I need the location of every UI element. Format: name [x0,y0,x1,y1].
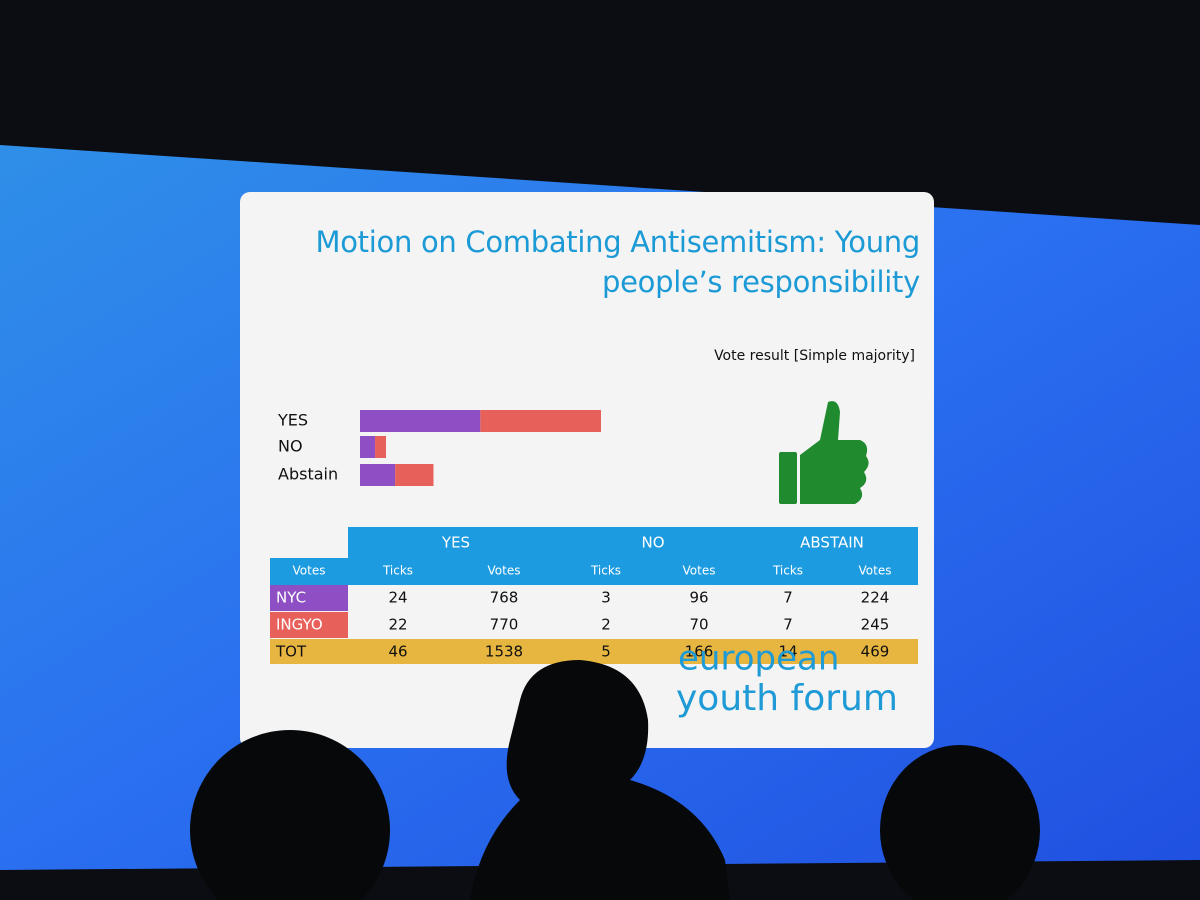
sub-header: Votes [683,564,716,578]
vote-table: Votes YES NO ABSTAIN Ticks Votes Ticks Votes Tic… [270,527,918,664]
category-label: NO [278,437,303,456]
sub-header: Ticks [590,564,621,578]
votes-cell: 245 [861,616,890,634]
group-header: NO [641,534,664,552]
group-header: ABSTAIN [800,534,864,552]
bar-segment [360,410,481,432]
votes-cell: 770 [490,616,519,634]
bar-segment [360,436,376,458]
vote-chart: YES NO Abstain [277,410,601,486]
slide-title: Motion on Combating Antisemitism: Young … [315,225,921,299]
sub-header: Ticks [772,564,803,578]
row-label-cell [270,612,348,638]
total-cell: 1538 [485,643,523,661]
votes-cell: 224 [861,589,890,607]
ticks-cell: 7 [783,589,793,607]
slide [240,192,934,748]
audience-silhouettes [190,660,1040,900]
corner-label: Votes [293,564,326,578]
group-header: YES [441,534,470,552]
category-label: Abstain [278,465,338,484]
logo-line: european [678,639,839,679]
ticks-cell: 2 [601,616,611,634]
total-cell: 166 [685,643,714,661]
total-cell: 469 [861,643,890,661]
category-label: YES [277,411,308,430]
ticks-cell: 22 [388,616,407,634]
votes-cell: 96 [689,589,708,607]
ticks-cell: 3 [601,589,611,607]
total-cell: 46 [388,643,407,661]
row-label: INGYO [276,616,323,634]
corner-cell [270,558,348,585]
bar-segment [360,464,396,486]
votes-cell: 70 [689,616,708,634]
votes-cell: 768 [490,589,519,607]
bar-segment [480,410,601,432]
header-band [348,527,918,585]
ticks-cell: 24 [388,589,407,607]
total-cell: 14 [778,643,797,661]
bar-segment [375,436,387,458]
bar-segment [395,464,434,486]
total-cell: 5 [601,643,611,661]
row-label-cell [270,585,348,611]
slide-subtitle: Vote result [Simple majority] [714,348,915,364]
total-label: TOT [275,643,307,661]
sub-header: Ticks [382,564,413,578]
total-row [270,639,918,664]
ticks-cell: 7 [783,616,793,634]
thumbs-up-icon [779,401,869,504]
sub-header: Votes [488,564,521,578]
logo-line: youth forum [676,678,898,719]
row-label: NYC [276,589,306,607]
sub-header: Votes [859,564,892,578]
